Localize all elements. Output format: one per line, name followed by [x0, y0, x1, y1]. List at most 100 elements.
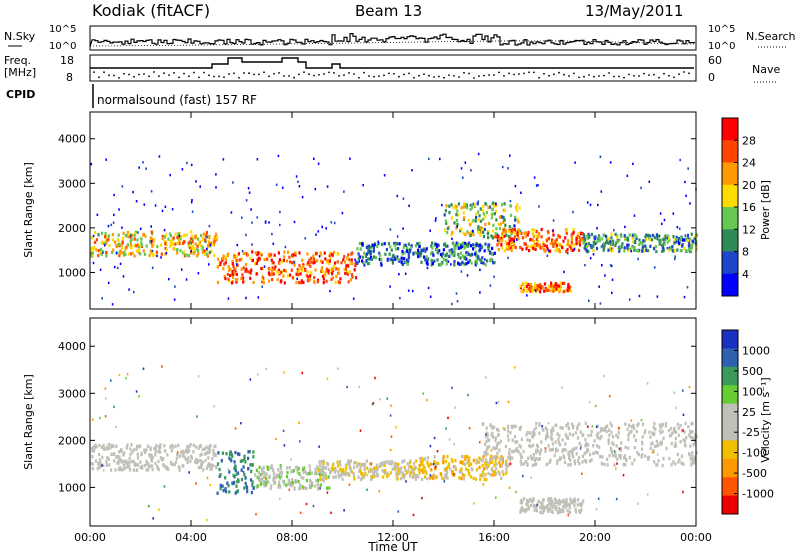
- velocity-cell: [677, 460, 680, 464]
- velocity-cell: [545, 505, 549, 509]
- power-cell: [547, 237, 550, 241]
- velocity-cell: [682, 462, 685, 466]
- velocity-cell: [628, 423, 631, 427]
- velocity-cell: [346, 471, 349, 476]
- power-noise-cell: [90, 162, 93, 166]
- velocity-cell: [609, 421, 612, 425]
- velocity-noise-cell: [395, 426, 397, 429]
- velocity-cell: [544, 449, 547, 453]
- power-cell: [535, 234, 538, 238]
- power-cell: [585, 248, 588, 253]
- velocity-noise-cell: [290, 458, 292, 461]
- power-cell: [90, 252, 93, 256]
- power-noise-cell: [191, 210, 194, 213]
- power-cell: [594, 235, 597, 239]
- velocity-scatter-band: [317, 459, 420, 482]
- power-noise-cell: [610, 264, 613, 268]
- power-noise-cell: [261, 285, 263, 288]
- power-cell: [475, 254, 478, 258]
- power-cell: [380, 257, 383, 261]
- velocity-cell: [524, 508, 527, 513]
- power-cell: [588, 235, 591, 239]
- velocity-cell: [531, 430, 534, 435]
- velocity-cell: [667, 429, 670, 433]
- power-cell: [327, 271, 330, 275]
- velocity-cell: [676, 452, 679, 457]
- power-cell: [668, 238, 671, 242]
- velocity-cell: [485, 466, 488, 470]
- velocity-cell: [485, 458, 488, 462]
- power-cell: [339, 277, 342, 281]
- power-cell: [242, 251, 245, 256]
- power-cell: [151, 244, 154, 248]
- velocity-noise-cell: [522, 474, 524, 478]
- velocity-noise-cell: [110, 379, 112, 382]
- power-noise-cell: [156, 254, 158, 258]
- power-noise-cell: [358, 260, 361, 263]
- power-cell: [556, 284, 559, 288]
- nave-point: [183, 72, 185, 75]
- power-cell: [618, 248, 621, 252]
- velocity-cell: [563, 502, 567, 507]
- power-cell: [197, 252, 200, 256]
- power-noise-cell: [613, 229, 615, 232]
- power-cell: [320, 253, 323, 257]
- power-noise-cell: [407, 289, 410, 292]
- velocity-cell: [308, 471, 311, 476]
- velocity-cell: [157, 459, 160, 464]
- power-cell: [508, 236, 511, 240]
- power-cell: [161, 236, 164, 241]
- power-noise-cell: [402, 227, 404, 230]
- power-cell: [580, 238, 583, 242]
- power-cell: [90, 236, 94, 240]
- velocity-cell: [491, 473, 494, 477]
- velocity-cell: [502, 472, 505, 476]
- velocity-noise-cell: [646, 382, 649, 385]
- velocity-cell: [332, 475, 335, 479]
- power-cell: [331, 272, 334, 276]
- power-cell: [572, 227, 575, 232]
- nave-point: [568, 75, 570, 77]
- power-cell: [103, 241, 106, 246]
- velocity-cell: [184, 457, 187, 461]
- power-cell: [537, 284, 541, 288]
- nsearch-tick-bottom: 10^0: [708, 41, 735, 52]
- x-tick-label: 00:00: [680, 531, 712, 544]
- velocity-cell: [548, 448, 552, 452]
- power-noise-cell: [251, 221, 253, 224]
- power-cell: [126, 243, 130, 247]
- power-cell: [434, 242, 437, 246]
- velocity-cell: [520, 505, 523, 510]
- power-cell: [632, 240, 635, 244]
- power-cell: [196, 254, 199, 258]
- power-noise-cell: [263, 265, 266, 268]
- colorbar-swatch: [722, 273, 738, 297]
- power-cell: [309, 274, 312, 278]
- power-cell: [383, 242, 386, 246]
- nave-point: [528, 71, 530, 74]
- velocity-cell: [264, 474, 267, 478]
- power-cell: [438, 263, 441, 267]
- power-cell: [690, 245, 693, 250]
- power-cell: [241, 273, 244, 277]
- velocity-noise-cell: [378, 490, 381, 493]
- power-cell: [210, 241, 213, 245]
- power-noise-cell: [317, 162, 320, 165]
- power-cell: [332, 250, 336, 254]
- power-cell: [459, 251, 462, 255]
- power-cell: [283, 255, 286, 259]
- velocity-noise-cell: [188, 471, 190, 474]
- nave-point: [108, 74, 110, 77]
- velocity-cell: [530, 499, 533, 503]
- freq-unit: [MHz]: [4, 66, 36, 79]
- velocity-cell: [505, 471, 508, 475]
- power-cell: [459, 243, 463, 247]
- power-cell: [125, 245, 128, 249]
- velocity-noise-cell: [536, 504, 538, 507]
- power-cell: [673, 249, 676, 253]
- power-cell: [450, 233, 453, 237]
- power-cell: [663, 242, 666, 246]
- velocity-cell: [154, 461, 157, 466]
- power-cell: [682, 238, 685, 242]
- power-cell: [100, 247, 103, 251]
